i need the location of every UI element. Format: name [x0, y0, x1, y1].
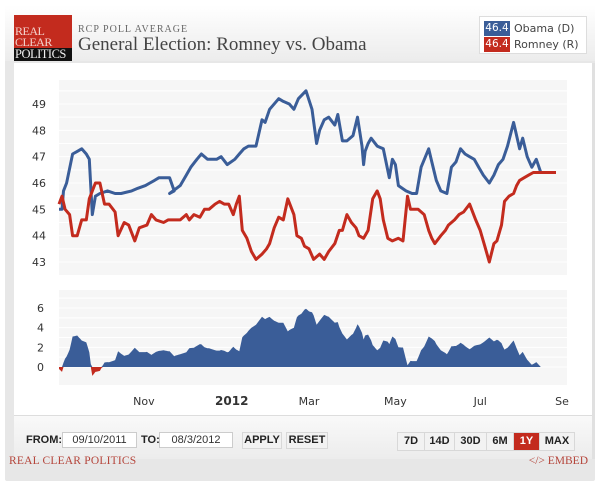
x-tick-label: Se: [555, 395, 569, 408]
x-tick-label: Nov: [133, 395, 155, 408]
spread-y-tick-label: 6: [37, 302, 44, 315]
range-button-6m[interactable]: 6M: [487, 433, 514, 450]
range-selector: 7D 14D 30D 6M 1Y MAX: [397, 432, 575, 451]
y-tick-label: 46: [32, 177, 46, 190]
rcp-logo[interactable]: REAL CLEAR POLITICS: [14, 15, 72, 61]
footer-rcp-link[interactable]: REAL CLEAR POLITICS: [9, 455, 137, 467]
apply-button[interactable]: APPLY: [242, 432, 282, 449]
spread-y-tick-label: 2: [37, 341, 44, 354]
series-line-romney[interactable]: [57, 171, 556, 264]
y-tick-label: 43: [32, 256, 46, 269]
reset-button[interactable]: RESET: [286, 432, 328, 449]
embed-link[interactable]: </> EMBED: [528, 455, 588, 467]
chart-panel: 43 44 45 46 47 48 49 0 2 4 6 Nov 2012 Mar May Jul Se: [14, 63, 592, 415]
legend-name-romney: Romney (R): [514, 38, 579, 51]
to-date-input[interactable]: [159, 432, 233, 448]
spread-area-obama-lead[interactable]: [59, 308, 556, 367]
range-button-30d[interactable]: 30D: [455, 433, 487, 450]
logo-line-2: CLEAR: [15, 35, 52, 49]
legend-name-obama: Obama (D): [514, 22, 575, 35]
widget-frame: REAL CLEAR POLITICS RCP POLL AVERAGE Gen…: [5, 5, 595, 481]
side-strip: [592, 63, 595, 459]
y-tick-label: 49: [32, 98, 46, 111]
legend-item-obama: 46.4 Obama (D): [484, 21, 574, 36]
legend-item-romney: 46.4 Romney (R): [484, 37, 579, 52]
range-button-14d[interactable]: 14D: [425, 433, 455, 450]
logo-red-block: [14, 15, 72, 48]
x-tick-label: Mar: [299, 395, 320, 408]
y-tick-label: 48: [32, 124, 46, 137]
from-label: FROM:: [26, 434, 63, 446]
series-line-obama[interactable]: [59, 89, 556, 217]
logo-line-1: REAL: [15, 24, 45, 38]
y-tick-label: 47: [32, 151, 46, 164]
to-label: TO:: [141, 434, 160, 446]
range-button-7d[interactable]: 7D: [398, 433, 425, 450]
range-button-max[interactable]: MAX: [540, 433, 574, 450]
chart-kicker: RCP POLL AVERAGE: [78, 24, 189, 35]
legend-value-romney: 46.4: [484, 37, 510, 52]
legend: 46.4 Obama (D) 46.4 Romney (R): [479, 16, 587, 54]
legend-value-obama: 46.4: [484, 21, 510, 36]
y-tick-label: 44: [32, 230, 46, 243]
header: REAL CLEAR POLITICS RCP POLL AVERAGE Gen…: [5, 5, 595, 61]
logo-black-block: [14, 48, 72, 61]
y-tick-label: 45: [32, 203, 46, 216]
spread-y-tick-label: 4: [37, 322, 44, 335]
chart-title: General Election: Romney vs. Obama: [78, 34, 367, 55]
x-tick-label: Jul: [473, 395, 487, 408]
range-button-1y[interactable]: 1Y: [514, 433, 540, 450]
x-tick-label: 2012: [215, 394, 248, 408]
spread-y-tick-label: 0: [37, 361, 44, 374]
logo-line-3: POLITICS: [15, 47, 66, 61]
from-date-input[interactable]: [62, 432, 137, 448]
x-tick-label: May: [384, 395, 407, 408]
